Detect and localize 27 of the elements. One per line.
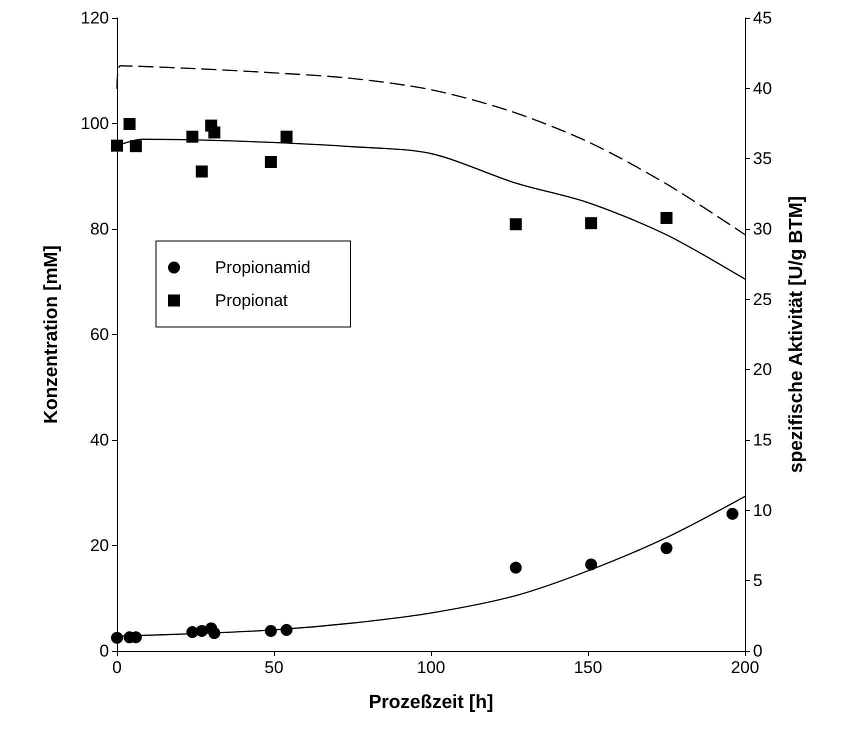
y2-tick-label: 35	[753, 149, 772, 168]
y2-axis-title: spezifische Aktivität [U/g BTM]	[786, 196, 807, 473]
x-tick-label: 150	[574, 658, 602, 677]
y-tick-label: 80	[90, 220, 109, 238]
legend-label: Propionat	[215, 291, 288, 310]
y-tick-label: 20	[90, 536, 109, 555]
y2-tick-label: 30	[753, 220, 772, 238]
legend-label: Propionamid	[215, 258, 310, 277]
y2-tick-label: 40	[753, 78, 772, 98]
y-tick-label: 40	[90, 430, 109, 450]
x-tick-label: 100	[416, 658, 446, 677]
y-tick-label: 60	[90, 325, 109, 344]
y2-tick-label: 0	[753, 642, 762, 660]
y2-tick-label: 20	[753, 360, 772, 380]
y-tick-label: 100	[80, 114, 109, 133]
x-tick-label: 200	[730, 658, 760, 677]
y-axis-title: Konzentration [mM]	[41, 245, 62, 424]
y2-tick-label: 45	[753, 8, 772, 28]
y2-tick-label: 10	[753, 500, 772, 520]
y2-tick-label: 25	[753, 290, 772, 309]
y2-tick-label: 15	[753, 430, 772, 450]
y-tick-label: 120	[80, 8, 109, 28]
x-tick-label: 50	[264, 658, 284, 677]
x-tick-label: 0	[112, 658, 122, 677]
x-axis-title: Prozeßzeit [h]	[368, 692, 494, 713]
y2-tick-label: 5	[753, 571, 762, 590]
y-tick-label: 0	[100, 642, 109, 660]
